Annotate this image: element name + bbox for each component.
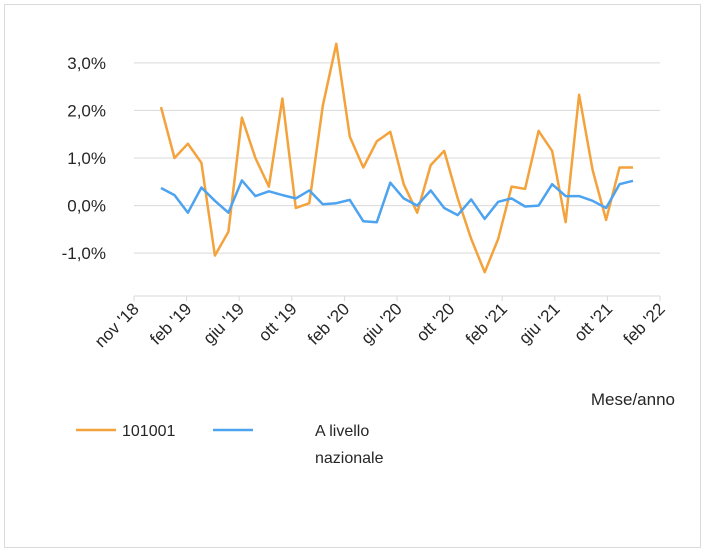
y-tick-label: 2,0% bbox=[67, 101, 106, 120]
series-line-101001 bbox=[159, 42, 633, 274]
legend: 101001 A livello nazionale bbox=[76, 423, 384, 467]
x-tick-label: feb '20 bbox=[304, 299, 353, 348]
legend-label-nazionale-line2: nazionale bbox=[315, 450, 384, 467]
y-axis-tick-labels: 3,0% 2,0% 1,0% 0,0% -1,0% bbox=[62, 54, 106, 263]
x-tick-label: feb '21 bbox=[462, 299, 511, 348]
series-lines bbox=[159, 42, 634, 274]
x-tick-label: ott '19 bbox=[255, 299, 301, 345]
x-tick-label: giu '21 bbox=[515, 299, 563, 347]
x-tick-label: giu '20 bbox=[357, 299, 405, 347]
x-axis-title: Mese/anno bbox=[591, 390, 675, 409]
x-tick-label: ott '20 bbox=[413, 299, 459, 345]
y-tick-label: -1,0% bbox=[62, 244, 106, 263]
gridlines bbox=[134, 62, 660, 254]
x-tick-label: giu '19 bbox=[200, 299, 248, 347]
chart-frame bbox=[4, 4, 701, 548]
x-tick-label: feb '19 bbox=[146, 299, 195, 348]
x-tick-label: feb '22 bbox=[620, 299, 669, 348]
y-tick-label: 3,0% bbox=[67, 54, 106, 73]
legend-label-101001: 101001 bbox=[122, 423, 175, 440]
series-line-nazionale bbox=[160, 179, 634, 224]
x-axis-tick-labels: nov '18 feb '19 giu '19 ott '19 feb '20 giu '… bbox=[91, 296, 669, 351]
y-tick-label: 0,0% bbox=[67, 197, 106, 216]
x-tick-label: nov '18 bbox=[91, 299, 143, 351]
legend-label-nazionale-line1: A livello bbox=[315, 423, 369, 440]
x-tick-label: ott '21 bbox=[570, 299, 616, 345]
y-tick-label: 1,0% bbox=[67, 149, 106, 168]
